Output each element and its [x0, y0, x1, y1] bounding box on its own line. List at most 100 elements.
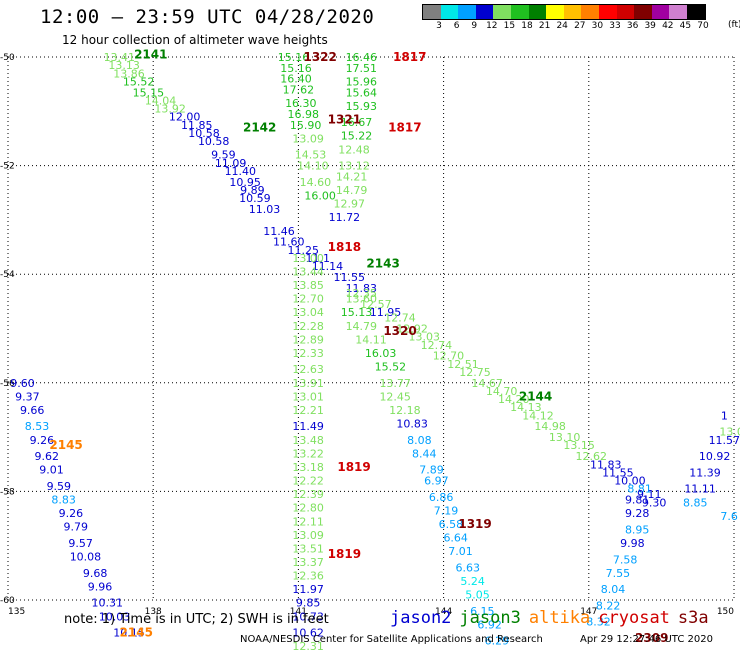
wave-height-value: 11.14: [312, 260, 344, 273]
wave-height-value: 6.86: [429, 491, 454, 504]
wave-height-value: 10.83: [396, 418, 428, 431]
wave-height-value: 13.77: [379, 377, 411, 390]
wave-height-value: 14.79: [336, 184, 368, 197]
wave-height-value: 13.44: [292, 265, 324, 278]
wave-height-value: 12.35: [346, 287, 378, 300]
wave-height-value: 13.51: [292, 542, 324, 555]
color-swatch: [634, 5, 652, 19]
wave-height-value: 8.81: [627, 483, 652, 496]
wave-height-value: 8.83: [51, 494, 76, 507]
satellite-legend: jason2 jason3 altika cryosat s3a: [390, 608, 717, 628]
wave-height-value: 10.59: [239, 192, 271, 205]
color-scale-bar: [422, 4, 706, 20]
color-swatch: [458, 5, 476, 19]
wave-height-value: 11.83: [346, 282, 378, 295]
color-scale-label: 6: [453, 21, 460, 31]
wave-height-value: 10.15: [113, 627, 145, 640]
wave-height-value: 11.55: [602, 466, 634, 479]
color-scale-label: 3: [436, 21, 442, 31]
color-swatch: [616, 5, 635, 19]
color-swatch: [475, 5, 494, 19]
altika-track-1: 12.3512.5711.9512.7412.9213.0312.7412.70…: [346, 287, 667, 509]
wave-height-value: 11.60: [273, 236, 305, 249]
wave-height-value: 7.89: [419, 464, 444, 477]
wave-height-value: 8.53: [25, 420, 50, 433]
time-label: 1320: [383, 324, 416, 338]
wave-height-value: 13.10: [549, 431, 581, 444]
wave-height-value: 13.09: [292, 529, 324, 542]
wave-height-value: 1: [721, 409, 728, 422]
wave-height-value: 9.11: [637, 488, 662, 501]
wave-height-value: 13.37: [292, 556, 324, 569]
lat-label: -50: [0, 53, 15, 63]
time-label: 2142: [243, 121, 276, 135]
satellite-legend-item: cryosat: [598, 608, 670, 628]
wave-height-value: 13.18: [292, 461, 324, 474]
color-swatch: [423, 5, 441, 19]
color-swatch: [440, 5, 459, 19]
wave-height-value: 7.19: [434, 504, 459, 517]
wave-height-value: 15.16: [278, 51, 310, 64]
wave-height-value: 15.22: [341, 130, 373, 143]
wave-height-value: 9.30: [642, 496, 667, 509]
wave-height-value: 13.0: [719, 426, 740, 439]
wave-height-value: 9.68: [83, 567, 108, 580]
color-swatch: [493, 5, 511, 19]
wave-height-value: 12.39: [292, 488, 324, 501]
wave-height-value: 14.70: [486, 385, 518, 398]
satellite-legend-item: altika: [528, 608, 591, 628]
wave-height-value: 8.85: [683, 496, 708, 509]
wave-height-value: 6.58: [439, 518, 464, 531]
wave-height-value: 12.70: [292, 293, 324, 306]
lon-label: 150: [717, 607, 734, 617]
wave-height-value: 9.26: [30, 434, 55, 447]
wave-height-value: 10.03: [99, 610, 131, 623]
map-title: 12:00 – 23:59 UTC 04/28/2020: [40, 6, 375, 28]
lon-label: 135: [8, 607, 25, 617]
wave-height-value: 14.13: [510, 401, 542, 414]
wave-height-value: 17.62: [283, 84, 315, 97]
wave-height-value: 11.1: [306, 252, 331, 265]
wave-height-value: 8.44: [412, 447, 437, 460]
wave-height-value: 11.39: [689, 466, 721, 479]
wave-height-value: 12.62: [575, 450, 607, 463]
time-label: 1321: [328, 112, 361, 126]
color-scale-label: 36: [626, 21, 639, 31]
satellite-legend-item: jason3: [459, 608, 521, 628]
wave-height-value: 6.92: [477, 618, 502, 631]
wave-height-value: 6.97: [424, 475, 449, 488]
wave-height-value: 14.79: [346, 320, 378, 333]
time-label: 2143: [366, 256, 399, 270]
wave-height-value: 10.08: [70, 551, 102, 564]
wave-height-value: 16.46: [346, 51, 378, 64]
wave-height-value: 15.90: [290, 119, 322, 132]
wave-height-value: 8.95: [625, 523, 650, 536]
wave-height-value: 9.66: [20, 404, 45, 417]
wave-height-value: 15.13: [341, 306, 373, 319]
wave-height-value: 10.62: [292, 627, 324, 640]
wave-height-value: 7.01: [448, 545, 473, 558]
wave-height-value: 7.6: [720, 510, 738, 523]
wave-height-value: 14.67: [471, 377, 503, 390]
footer-note: note: 1) Time is in UTC; 2) SWH is in fe…: [64, 612, 329, 627]
wave-height-value: 8.04: [601, 583, 626, 596]
color-scale-label: 21: [538, 21, 551, 31]
jason2-track-1: 12.0011.8510.5810.589.5911.0911.4010.959…: [169, 111, 377, 295]
wave-height-value: 13.86: [113, 67, 145, 80]
wave-height-value: 12.31: [292, 640, 324, 650]
wave-height-value: 13.09: [292, 132, 324, 145]
wave-height-value: 12.22: [292, 475, 324, 488]
wave-height-value: 12.92: [396, 323, 428, 336]
wave-height-value: 14.60: [300, 176, 332, 189]
wave-height-value: 12.21: [292, 404, 324, 417]
wave-height-value: 15.52: [375, 361, 407, 374]
wave-height-value: 15.93: [346, 100, 378, 113]
wave-height-value: 10.58: [188, 127, 220, 140]
wave-height-value: 7.58: [613, 553, 638, 566]
wave-height-value: 12.89: [292, 333, 324, 346]
wave-height-value: 9.62: [34, 450, 59, 463]
wave-height-value: 10.73: [292, 610, 324, 623]
wave-height-value: 12.11: [292, 515, 324, 528]
